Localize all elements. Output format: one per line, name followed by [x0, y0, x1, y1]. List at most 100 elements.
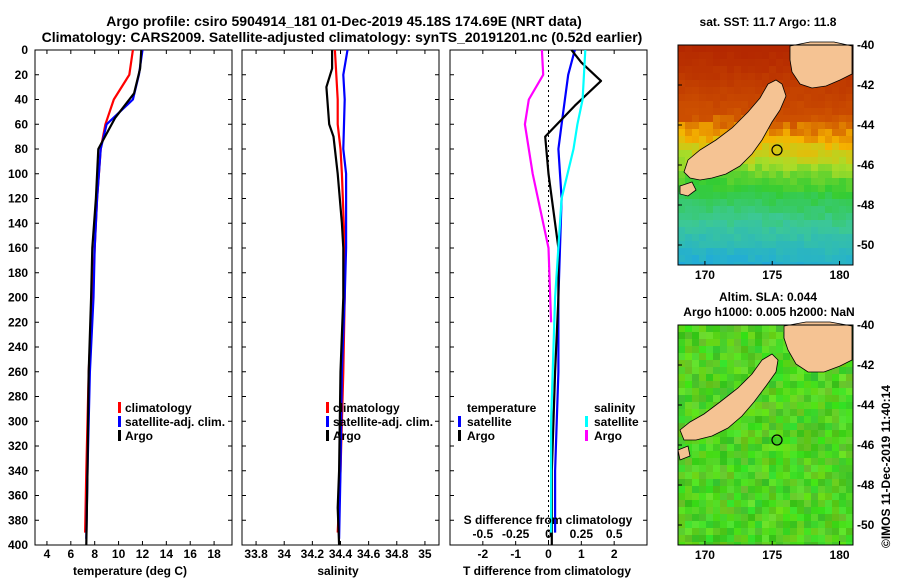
sst-cell [846, 234, 853, 241]
sst-cell [783, 122, 790, 129]
sst-cell [692, 80, 699, 87]
sla-cell [811, 521, 818, 528]
sst-cell [825, 129, 832, 136]
sla-cell [734, 507, 741, 514]
sla-cell [832, 409, 839, 416]
depth-tick-label: 180 [8, 266, 28, 280]
sst-cell [839, 185, 846, 192]
sla-cell [804, 451, 811, 458]
north-island-shape [789, 41, 853, 89]
sla-cell [818, 521, 825, 528]
sst-cell [748, 66, 755, 73]
sla-cell [748, 472, 755, 479]
sla-cell [713, 339, 720, 346]
sst-cell [818, 262, 825, 265]
sla-cell [748, 528, 755, 535]
sla-cell [755, 507, 762, 514]
sla-cell [783, 479, 790, 486]
sst-cell [776, 52, 783, 59]
sla-cell [762, 486, 769, 493]
sla-cell [727, 528, 734, 535]
sla-cell [685, 360, 692, 367]
sst-cell [727, 108, 734, 115]
sst-cell [755, 234, 762, 241]
sla-cell [846, 430, 853, 437]
sla-cell [741, 514, 748, 521]
sla-cell [748, 486, 755, 493]
sst-cell [685, 262, 692, 265]
sst-cell [769, 66, 776, 73]
sla-cell [692, 367, 699, 374]
sst-cell [811, 199, 818, 206]
secondary-x-tick-label: 0 [545, 527, 552, 541]
sla-cell [699, 325, 706, 332]
sla-cell [790, 423, 797, 430]
sst-cell [832, 178, 839, 185]
sla-cell [825, 521, 832, 528]
sst-cell [811, 94, 818, 101]
sla-cell [811, 409, 818, 416]
sla-cell [776, 409, 783, 416]
sst-cell [839, 87, 846, 94]
sla-cell [818, 514, 825, 521]
sst-cell [825, 220, 832, 227]
sst-cell [776, 45, 783, 52]
sla-cell [727, 339, 734, 346]
sst-cell [839, 248, 846, 255]
sst-cell [769, 73, 776, 80]
sla-cell [692, 493, 699, 500]
sla-cell [748, 444, 755, 451]
sla-cell [699, 402, 706, 409]
sst-cell [818, 136, 825, 143]
sst-cell [790, 206, 797, 213]
x-tick-label: 34.6 [357, 547, 381, 561]
sla-cell [699, 346, 706, 353]
sla-map-title-line2: Argo h1000: 0.005 h2000: NaN [683, 305, 854, 319]
sla-cell [755, 535, 762, 542]
sla-cell [706, 444, 713, 451]
sla-cell [699, 514, 706, 521]
sla-cell [727, 507, 734, 514]
sla-cell [713, 444, 720, 451]
sst-cell [776, 234, 783, 241]
sst-cell [741, 87, 748, 94]
sla-cell [727, 437, 734, 444]
sla-cell [755, 402, 762, 409]
sla-cell [811, 374, 818, 381]
difference-panel: -2 -1 0 1 2 -0.5 -0.25 0 0.25 0.5 temperature sat… [449, 49, 648, 578]
sst-cell [762, 73, 769, 80]
sla-cell [706, 521, 713, 528]
sla-cell [832, 500, 839, 507]
sst-cell [769, 122, 776, 129]
sla-cell [734, 437, 741, 444]
sla-cell [790, 528, 797, 535]
sst-cell [783, 213, 790, 220]
sla-cell [713, 451, 720, 458]
sla-cell [832, 402, 839, 409]
sst-cell [846, 185, 853, 192]
sla-cell [825, 423, 832, 430]
sla-cell [769, 535, 776, 542]
sla-cell [811, 388, 818, 395]
sla-cell [818, 430, 825, 437]
sst-cell [678, 94, 685, 101]
sla-cell [797, 409, 804, 416]
sla-cell [706, 528, 713, 535]
sla-cell [748, 332, 755, 339]
sla-cell [706, 346, 713, 353]
sla-cell [755, 479, 762, 486]
sst-cell [727, 87, 734, 94]
sla-map-title-line1: Altim. SLA: 0.044 [719, 290, 817, 304]
sla-cell [783, 409, 790, 416]
sla-cell [706, 325, 713, 332]
sst-cell [825, 157, 832, 164]
sla-cell [685, 507, 692, 514]
sst-cell [839, 164, 846, 171]
legend-temp-satellite-label: satellite [467, 415, 512, 429]
sla-cell [797, 374, 804, 381]
sst-cell [720, 227, 727, 234]
sla-cell [713, 465, 720, 472]
sst-cell [720, 66, 727, 73]
sst-cell [678, 199, 685, 206]
sst-cell [804, 241, 811, 248]
